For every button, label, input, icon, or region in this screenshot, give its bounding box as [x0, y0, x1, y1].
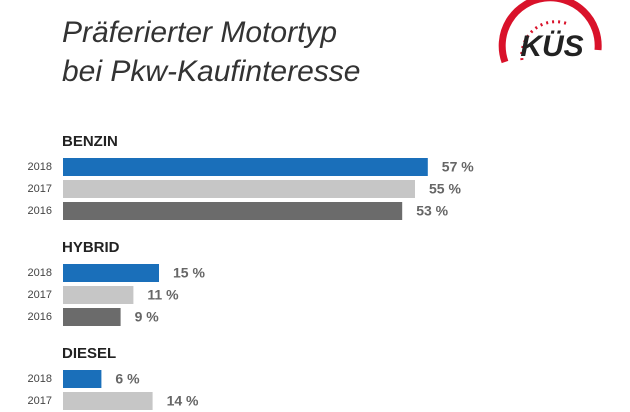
bar	[63, 370, 102, 388]
value-label: 57 %	[442, 159, 474, 175]
bar	[63, 308, 121, 326]
bar	[63, 264, 159, 282]
bar	[63, 180, 415, 198]
value-label: 15 %	[173, 265, 205, 281]
value-label: 53 %	[416, 203, 448, 219]
logo-text: KÜS	[520, 30, 583, 63]
group-label: BENZIN	[62, 133, 118, 150]
value-label: 11 %	[147, 287, 179, 303]
logo: KÜS	[498, 0, 602, 64]
year-label: 2017	[28, 183, 52, 195]
bar	[63, 286, 134, 304]
bar	[63, 392, 153, 410]
logo-arc	[498, 0, 602, 64]
group-label: DIESEL	[62, 345, 116, 362]
chart-title: bei Pkw-Kaufinteresse	[62, 55, 360, 88]
group-label: HYBRID	[62, 239, 120, 256]
chart-title: Präferierter Motortyp	[62, 16, 337, 49]
value-label: 55 %	[429, 181, 461, 197]
logo-ticks	[520, 20, 569, 61]
bar	[63, 158, 428, 176]
year-label: 2016	[28, 311, 52, 323]
value-label: 9 %	[135, 309, 160, 325]
year-label: 2017	[28, 395, 52, 407]
value-label: 14 %	[167, 393, 199, 409]
year-label: 2017	[28, 289, 52, 301]
bar	[63, 202, 403, 220]
year-label: 2018	[28, 373, 52, 385]
year-label: 2018	[28, 267, 52, 279]
year-label: 2016	[28, 205, 52, 217]
value-label: 6 %	[115, 371, 140, 387]
year-label: 2018	[28, 161, 52, 173]
